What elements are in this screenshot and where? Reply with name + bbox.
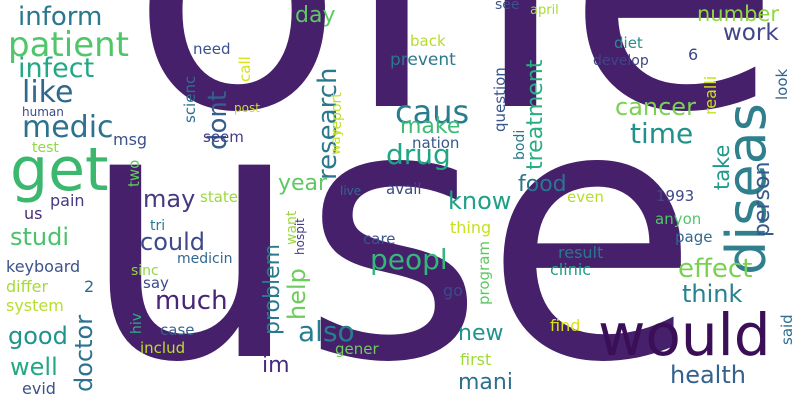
word-day: day (295, 3, 336, 28)
word-medic: medic (22, 110, 114, 145)
word-first: first (460, 350, 492, 369)
word-number: number (697, 2, 779, 26)
word-realli: realli (701, 75, 720, 115)
word-make: make (400, 114, 461, 139)
word-medicin: medicin (177, 251, 233, 267)
word-would: would (598, 301, 771, 369)
word-say: say (143, 274, 169, 292)
word-develop: develop (593, 53, 649, 69)
word-back: back (410, 32, 446, 50)
word-go: go (443, 281, 463, 300)
word-caus: caus (395, 93, 470, 131)
word-2: 2 (84, 277, 95, 296)
word-good: good (8, 322, 68, 350)
word-inform: inform (18, 2, 103, 32)
word-evid: evid (22, 379, 56, 398)
word-6: 6 (688, 45, 699, 64)
word-diet: diet (614, 34, 643, 52)
word-prevent: prevent (390, 50, 456, 70)
word-time: time (630, 117, 694, 150)
word-one: one (130, 0, 781, 160)
word-im: im (262, 353, 290, 378)
word-1993: 1993 (656, 187, 695, 205)
word-also: also (298, 315, 355, 348)
word-infect: infect (18, 53, 95, 84)
word-take: take (710, 144, 734, 190)
word-page: page (675, 228, 713, 246)
word-cancer: cancer (615, 93, 696, 121)
word-human: human (22, 105, 64, 119)
word-way: way (329, 128, 344, 155)
word-post: post (234, 101, 260, 115)
word-sinc: sinc (131, 263, 159, 279)
word-use: use (80, 31, 700, 400)
word-case: case (160, 321, 195, 339)
word-live: live (340, 184, 362, 198)
word-question: question (491, 67, 509, 132)
word-think: think (682, 280, 743, 308)
word-hiv: hiv (129, 312, 145, 334)
word-new: new (458, 321, 504, 346)
word-much: much (155, 286, 228, 316)
word-drug: drug (386, 138, 451, 171)
word-treatment: treatment (523, 59, 548, 170)
word-gener: gener (335, 340, 379, 358)
word-get: get (10, 135, 109, 205)
word-result: result (558, 243, 604, 262)
word-health: health (670, 361, 746, 389)
word-program: program (475, 240, 493, 305)
word-studi: studi (10, 223, 70, 251)
word-nation: nation (412, 134, 460, 152)
word-tri: tri (150, 218, 166, 234)
word-patient: patient (8, 25, 129, 65)
word-anyon: anyon (655, 210, 702, 228)
word-care: care (363, 230, 396, 248)
word-could: could (140, 228, 205, 256)
word-differ: differ (6, 277, 49, 296)
word-april: april (530, 3, 559, 18)
word-includ: includ (140, 339, 186, 357)
word-look: look (773, 68, 791, 100)
word-find: find (550, 316, 581, 335)
word-year: year (278, 171, 328, 196)
word-us: us (24, 204, 43, 223)
word-even: even (567, 188, 604, 206)
word-hospit: hospit (293, 218, 307, 255)
word-see: see (495, 0, 520, 13)
word-work: work (723, 20, 779, 46)
word-msg: msg (113, 130, 148, 149)
word-person: person (750, 161, 775, 237)
word-help: help (283, 268, 311, 320)
word-seem: seem (203, 128, 244, 146)
word-scienc: scienc (181, 75, 199, 123)
word-state: state (200, 188, 238, 206)
word-said: said (778, 314, 796, 345)
word-test: test (32, 140, 59, 156)
word-peopl: peopl (370, 243, 448, 276)
word-pain: pain (50, 191, 85, 210)
word-call: call (236, 56, 254, 82)
word-like: like (22, 75, 74, 110)
word-need: need (193, 40, 231, 58)
word-may: may (143, 185, 196, 213)
word-avail: avail (386, 180, 422, 198)
word-two: two (125, 159, 143, 187)
word-doctor: doctor (70, 314, 98, 392)
word-food: food (518, 172, 567, 197)
word-keyboard: keyboard (6, 257, 81, 276)
word-bodi: bodi (512, 129, 528, 160)
word-thing: thing (450, 218, 492, 237)
word-well: well (10, 353, 58, 381)
word-effect: effect (678, 254, 753, 284)
word-mani: mani (458, 370, 513, 395)
word-problem: problem (260, 243, 285, 335)
word-know: know (448, 187, 512, 215)
word-clinic: clinic (550, 260, 592, 279)
word-system: system (6, 296, 64, 315)
